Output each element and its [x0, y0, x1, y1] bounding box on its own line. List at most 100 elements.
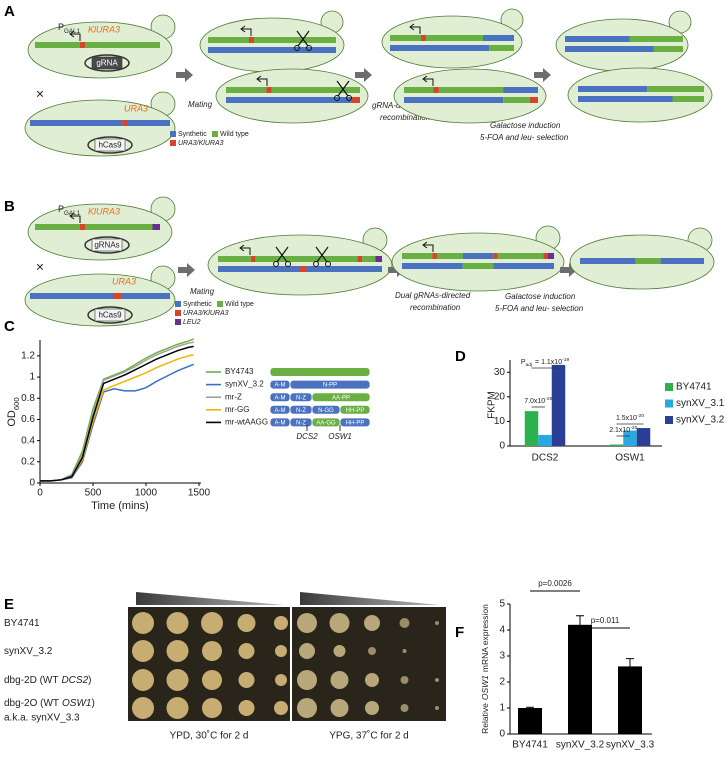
scissors — [313, 261, 319, 267]
chromosome-segment — [85, 224, 153, 230]
growth-curve — [40, 341, 194, 482]
text-part: -19 — [562, 357, 569, 363]
cell — [24, 273, 176, 327]
chromosome-segment — [578, 96, 673, 102]
promoter-arrow — [256, 75, 262, 83]
x-tick-label: BY4741 — [512, 740, 548, 751]
construct-segment — [270, 368, 370, 376]
construct-segment — [340, 405, 370, 414]
bar — [623, 430, 637, 446]
legend-label: URA3/KlURA3 — [183, 310, 229, 317]
yeast-spot — [365, 701, 379, 715]
x-tick-label: 500 — [85, 488, 102, 499]
plasmid-name: hCas9 — [98, 311, 122, 320]
yeast-spot — [238, 643, 255, 659]
panel-label: F — [455, 624, 464, 641]
chromosome-segment — [152, 224, 160, 230]
plasmid-name: gRNA — [96, 59, 118, 68]
yeast-spot — [402, 649, 407, 653]
legend-label: mr-Z — [225, 392, 242, 401]
chromosome-segment — [497, 253, 544, 259]
yeast-spot — [166, 669, 189, 691]
gene-label: URA3 — [124, 103, 148, 113]
legend-label: Synthetic — [183, 301, 212, 308]
step-label: recombination — [380, 113, 431, 122]
chromosome-segment — [121, 293, 170, 299]
yeast-spot — [297, 613, 317, 633]
step-label: Galactose induction — [490, 121, 561, 130]
legend-swatch — [175, 301, 181, 307]
y-tick-label: 30 — [494, 367, 506, 378]
legend-swatch — [217, 301, 223, 307]
legend-swatch — [212, 131, 218, 137]
error-bar — [526, 706, 534, 710]
chromosome-segment — [436, 253, 463, 259]
legend-label: synXV_3.2 — [225, 380, 264, 389]
y-tick-label: 20 — [494, 391, 506, 402]
cell — [199, 17, 345, 73]
yeast-spot — [297, 670, 317, 690]
plasmid-label-box — [91, 238, 123, 252]
chromosome-segment — [351, 97, 360, 103]
y-tick-label: 1.2 — [21, 351, 35, 362]
step-label: 5-FOA and leu- selection — [480, 133, 569, 142]
construct-segment — [290, 418, 312, 427]
text-part: adj — [526, 362, 533, 368]
promoter-label: PGAL1 — [58, 204, 81, 217]
yeast-spot — [238, 672, 255, 688]
chromosome-segment — [226, 97, 352, 103]
text-part: OSW1 — [480, 675, 490, 700]
promoter-arrow — [258, 78, 268, 86]
yeast-spot — [435, 706, 439, 710]
plasmid — [84, 236, 130, 254]
text-part: 600 — [12, 397, 21, 410]
scissors — [285, 261, 291, 267]
cell — [391, 232, 565, 292]
yeast-spot — [201, 612, 223, 634]
construct-segment — [270, 405, 290, 414]
legend-label: URA3/KlURA3 — [178, 140, 224, 147]
promoter-arrow — [411, 26, 421, 34]
gene-label: OSW1 — [328, 432, 352, 441]
y-tick-label: 0 — [499, 441, 505, 452]
construct-segment — [340, 418, 370, 427]
y-axis-label: OD600 — [6, 397, 21, 426]
chromosome-segment — [128, 120, 170, 126]
step-arrow — [178, 263, 195, 277]
y-axis-label: FKPM — [487, 391, 498, 419]
x-tick-label: synXV_3.3 — [606, 740, 655, 751]
error-bar — [626, 658, 634, 675]
text-part: Relative — [480, 703, 490, 734]
scissors — [297, 30, 310, 47]
chromosome-segment — [271, 87, 360, 93]
x-tick-label: DCS2 — [532, 453, 559, 464]
yeast-spot — [275, 645, 287, 657]
chromosome-segment — [653, 46, 683, 52]
yeast-spot — [166, 640, 189, 662]
x-tick-label: synXV_3.2 — [556, 740, 605, 751]
step-label: 5-FOA and leu- selection — [495, 304, 584, 313]
chromosome-segment — [547, 253, 554, 259]
chromosome-segment — [85, 42, 160, 48]
step-arrow — [176, 68, 193, 82]
legend-label: synXV_3.2 — [676, 415, 725, 426]
promoter-arrow — [409, 23, 415, 31]
y-tick-label: 4 — [499, 625, 505, 636]
y-tick-label: 1 — [499, 703, 505, 714]
plasmid-name: gRNAs — [94, 241, 119, 250]
step-label: Mating — [188, 100, 213, 109]
bar — [518, 708, 542, 734]
cell — [555, 18, 689, 72]
p-value: 7.0x10-29 — [524, 396, 552, 405]
legend-label: mr-GG — [225, 405, 249, 414]
strain-label: synXV_3.2 — [4, 646, 53, 657]
promoter-arrow — [422, 241, 428, 249]
chromosome-segment — [390, 45, 490, 51]
segment-label: A-M — [275, 420, 286, 426]
y-tick-label: 3 — [499, 651, 505, 662]
text-part: DCS2 — [61, 675, 88, 686]
legend-label: Wild type — [225, 301, 254, 308]
legend-label: BY4741 — [676, 382, 712, 393]
text-part: OSW1 — [62, 698, 91, 709]
gene-label: DCS2 — [296, 432, 318, 441]
